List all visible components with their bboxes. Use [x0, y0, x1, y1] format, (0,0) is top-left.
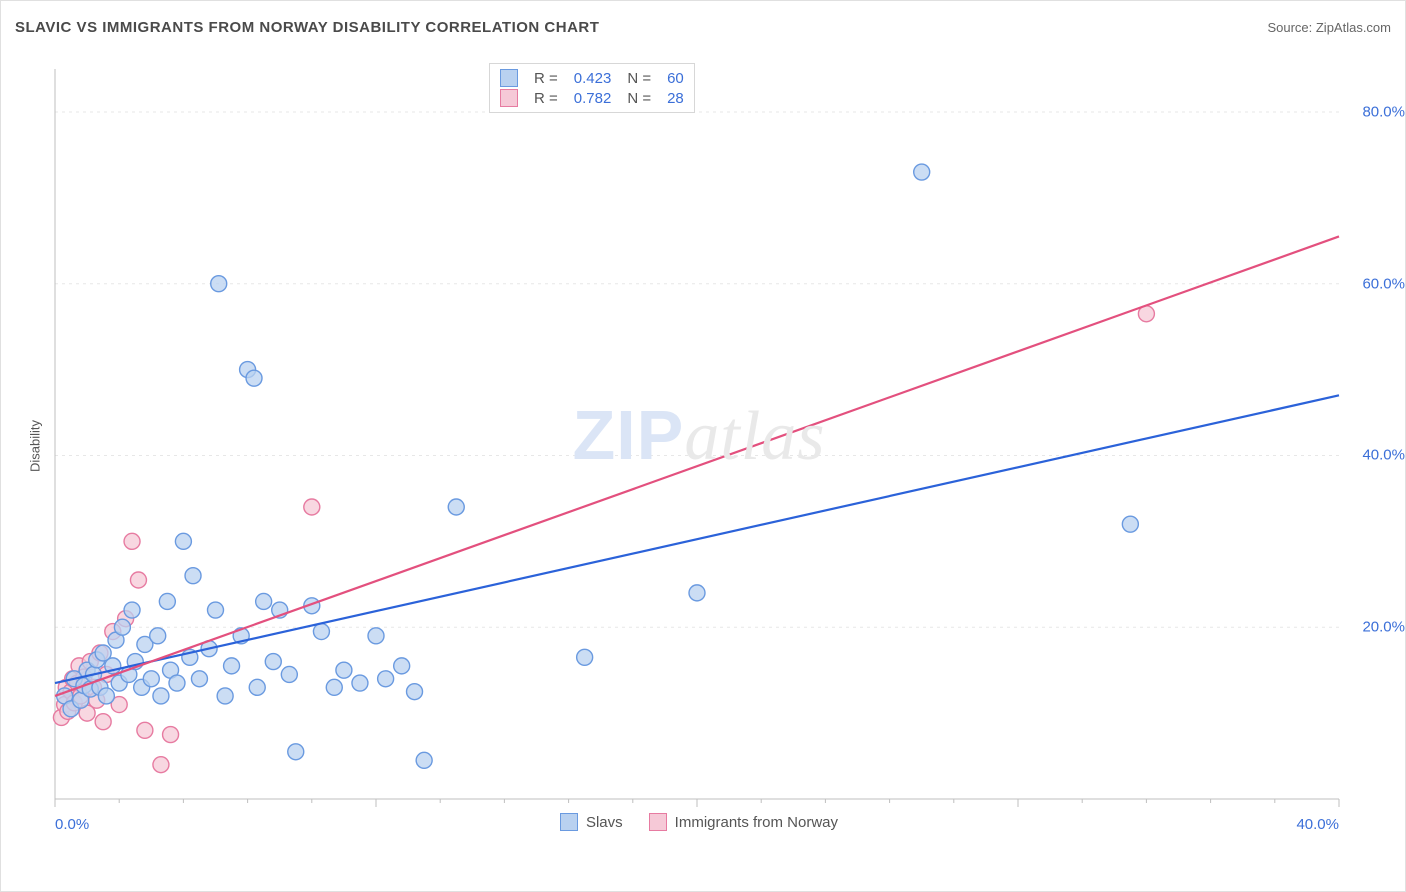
n-value-norway: 28 — [667, 90, 684, 107]
bottom-legend: Slavs Immigrants from Norway — [49, 813, 1349, 831]
title-row: SLAVIC VS IMMIGRANTS FROM NORWAY DISABIL… — [15, 19, 1391, 36]
legend-item-norway: Immigrants from Norway — [649, 813, 838, 831]
source-name: ZipAtlas.com — [1316, 20, 1391, 35]
legend-swatch-norway-bottom — [649, 813, 667, 831]
n-value-slavs: 60 — [667, 70, 684, 87]
legend-label-norway: Immigrants from Norway — [675, 814, 838, 831]
source-label: Source: ZipAtlas.com — [1267, 20, 1391, 35]
y-tick-label: 80.0% — [1362, 103, 1405, 120]
chart-svg — [49, 59, 1349, 829]
legend-swatch-slavs-bottom — [560, 813, 578, 831]
chart-title: SLAVIC VS IMMIGRANTS FROM NORWAY DISABIL… — [15, 19, 599, 36]
y-tick-label: 40.0% — [1362, 447, 1405, 464]
chart-container: SLAVIC VS IMMIGRANTS FROM NORWAY DISABIL… — [0, 0, 1406, 892]
legend-stats-row-slavs: R = 0.423 N = 60 — [500, 68, 684, 88]
legend-item-slavs: Slavs — [560, 813, 623, 831]
y-axis-label: Disability — [28, 420, 43, 472]
x-tick-label: 0.0% — [55, 816, 89, 833]
legend-stats-box: R = 0.423 N = 60 R = 0.782 N = 28 — [489, 63, 695, 113]
plot-area: ZIPatlas R = 0.423 N = 60 R = 0.782 N = … — [49, 59, 1349, 829]
legend-swatch-slavs — [500, 69, 518, 87]
r-value-slavs: 0.423 — [574, 70, 612, 87]
legend-label-slavs: Slavs — [586, 814, 623, 831]
x-tick-label: 40.0% — [1296, 816, 1339, 833]
legend-swatch-norway — [500, 89, 518, 107]
y-tick-label: 60.0% — [1362, 275, 1405, 292]
legend-stats-row-norway: R = 0.782 N = 28 — [500, 88, 684, 108]
r-value-norway: 0.782 — [574, 90, 612, 107]
y-tick-label: 20.0% — [1362, 619, 1405, 636]
